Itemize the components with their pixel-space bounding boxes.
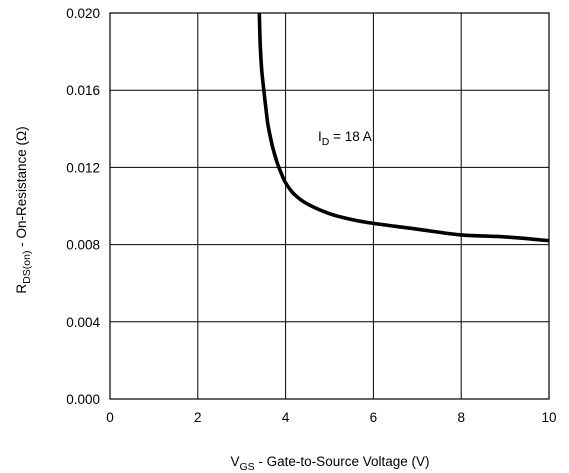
series-line-rdson — [257, 12, 550, 243]
y-tick-label: 0.012 — [66, 160, 100, 175]
y-tick-label: 0.020 — [66, 6, 100, 21]
y-axis-title: RDS(on) - On-Resistance (Ω) — [14, 126, 33, 293]
x-tick-label: 2 — [194, 410, 202, 425]
x-tick-label: 10 — [541, 410, 556, 425]
plot-frame — [109, 12, 550, 400]
tick-labels: 0 2 4 6 8 10 0.000 0.004 0.008 0.012 0.016 0.020 — [66, 6, 556, 425]
x-tick-label: 4 — [282, 410, 290, 425]
x-tick-label: 8 — [457, 410, 465, 425]
y-tick-label: 0.008 — [66, 238, 100, 253]
series-layer — [257, 12, 550, 243]
y-tick-label: 0.016 — [66, 83, 100, 98]
x-tick-label: 0 — [106, 410, 114, 425]
x-tick-label: 6 — [370, 410, 378, 425]
x-axis-title: VGS - Gate-to-Source Voltage (V) — [230, 454, 429, 473]
gridlines — [109, 12, 550, 400]
y-tick-label: 0.000 — [66, 392, 100, 407]
y-tick-label: 0.004 — [66, 315, 100, 330]
annotation-current: ID = 18 A — [318, 129, 372, 148]
